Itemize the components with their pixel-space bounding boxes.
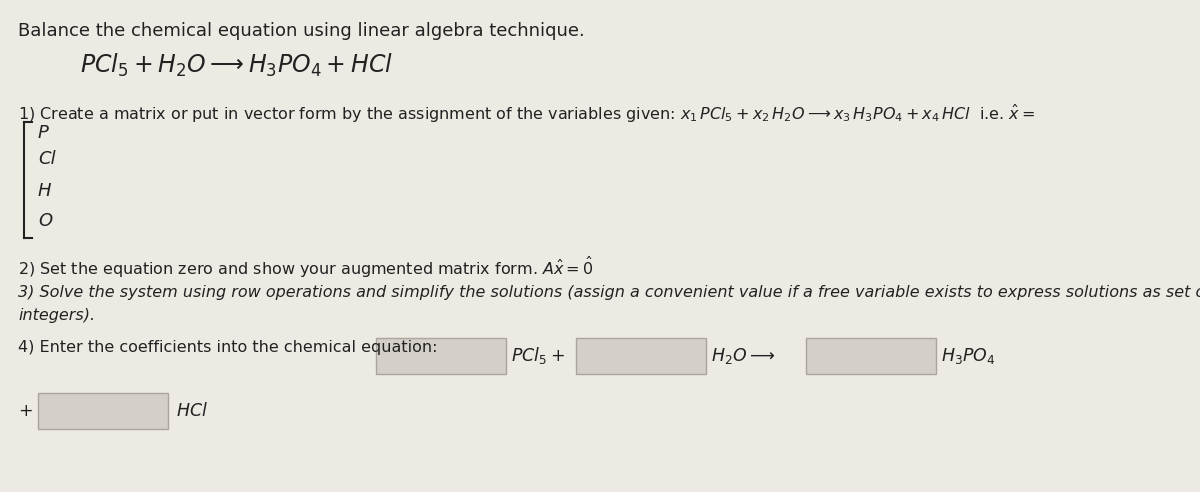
Bar [806,338,936,374]
Text: 1) Create a matrix or put in vector form by the assignment of the variables give: 1) Create a matrix or put in vector form… [18,103,1036,125]
Text: H: H [38,182,52,200]
Bar [576,338,706,374]
Text: $PCl_5 +$: $PCl_5 +$ [511,345,565,367]
Text: 2) Set the equation zero and show your augmented matrix form. $A\hat{x} = \hat{0: 2) Set the equation zero and show your a… [18,255,593,280]
Bar [376,338,506,374]
Text: Balance the chemical equation using linear algebra technique.: Balance the chemical equation using line… [18,22,584,40]
Text: 3) Solve the system using row operations and simplify the solutions (assign a co: 3) Solve the system using row operations… [18,285,1200,300]
Text: P: P [38,124,49,142]
Text: $HCl$: $HCl$ [176,402,208,420]
Text: O: O [38,212,52,230]
Text: 4) Enter the coefficients into the chemical equation:: 4) Enter the coefficients into the chemi… [18,340,438,355]
Text: Cl: Cl [38,150,55,168]
Text: $+$: $+$ [18,402,32,420]
Bar [38,393,168,429]
Text: $H_3PO_4$: $H_3PO_4$ [941,346,996,366]
Text: $H_2O \longrightarrow$: $H_2O \longrightarrow$ [710,346,775,366]
Text: integers).: integers). [18,308,95,323]
Text: $PCl_5 + H_2O \longrightarrow H_3PO_4 + HCl$: $PCl_5 + H_2O \longrightarrow H_3PO_4 + … [80,52,392,79]
